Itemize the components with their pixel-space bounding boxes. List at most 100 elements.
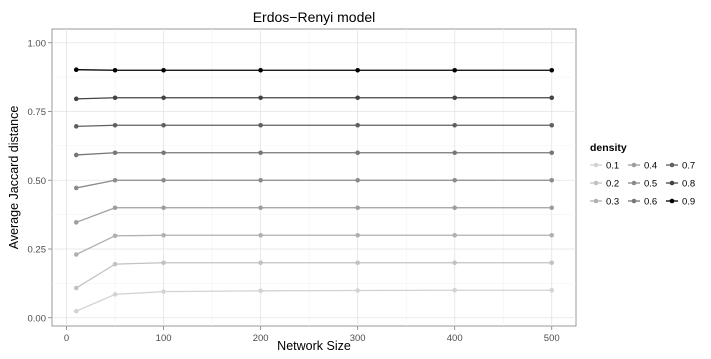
data-point <box>73 185 79 191</box>
data-point <box>549 95 555 101</box>
data-point <box>452 67 458 73</box>
legend-items: 0.1 0.2 0.3 0.4 0.5 0.6 0.7 0.8 0.9 <box>590 161 695 208</box>
plot-panel <box>51 28 577 327</box>
series-0.8 <box>73 95 555 102</box>
data-point <box>161 289 166 294</box>
legend-label: 0.3 <box>606 197 619 208</box>
legend: density 0.1 0.2 0.3 0.4 0.5 0.6 0.7 0.8 0.9 <box>590 142 695 208</box>
data-point <box>161 205 166 211</box>
legend-label: 0.4 <box>644 161 657 172</box>
legend-label: 0.5 <box>644 179 657 190</box>
y-tick-label: 0.00 <box>28 313 47 324</box>
series-0.4 <box>73 205 555 225</box>
data-point <box>452 150 458 156</box>
legend-key-point <box>669 198 675 204</box>
series-0.5 <box>73 177 555 191</box>
legend-item: 0.6 <box>628 197 657 208</box>
data-point <box>258 260 263 266</box>
series-0.6 <box>73 150 555 158</box>
x-tick-label: 300 <box>350 333 366 344</box>
legend-item: 0.8 <box>666 179 695 190</box>
data-point <box>355 95 360 101</box>
series-0.1 <box>73 287 555 314</box>
data-point <box>112 205 118 211</box>
data-point <box>355 177 360 183</box>
x-tick-label: 100 <box>156 333 172 344</box>
series-0.3 <box>73 232 555 257</box>
chart-title: Erdos−Renyi model <box>253 9 376 25</box>
x-tick-label: 500 <box>544 333 560 344</box>
x-axis-label: Network Size <box>277 339 351 353</box>
legend-key-point <box>631 180 637 186</box>
data-point <box>161 67 166 73</box>
data-point <box>73 152 79 158</box>
y-axis-label: Average Jaccard distance <box>7 106 21 250</box>
data-point <box>73 124 79 129</box>
data-point <box>355 232 360 238</box>
legend-key-point <box>669 180 675 186</box>
data-point <box>73 96 79 102</box>
data-point <box>112 122 118 128</box>
data-point <box>355 205 360 211</box>
data-point <box>355 260 360 266</box>
data-point <box>355 122 360 128</box>
data-point <box>452 95 458 101</box>
legend-item: 0.5 <box>628 179 657 190</box>
legend-item: 0.9 <box>666 197 695 208</box>
legend-label: 0.1 <box>606 161 619 172</box>
data-point <box>549 287 555 293</box>
legend-key-point <box>593 180 599 186</box>
y-tick-label: 1.00 <box>28 38 47 49</box>
data-point <box>258 95 263 101</box>
series-lines <box>73 67 555 314</box>
legend-title: density <box>590 142 627 154</box>
data-point <box>452 205 458 211</box>
data-point <box>258 288 263 294</box>
x-tick-label: 400 <box>447 333 463 344</box>
data-point <box>355 67 360 73</box>
y-tick-label: 0.50 <box>28 176 47 187</box>
series-0.2 <box>73 260 555 291</box>
legend-key-point <box>669 162 675 168</box>
legend-label: 0.9 <box>682 197 695 208</box>
legend-item: 0.4 <box>628 161 657 172</box>
data-point <box>112 177 118 183</box>
legend-key-point <box>631 198 637 204</box>
data-point <box>549 177 555 183</box>
data-point <box>73 308 79 314</box>
x-axis-ticks: 0 100 200 300 400 500 <box>64 326 560 344</box>
data-point <box>549 67 555 73</box>
y-axis-ticks: 0.00 0.25 0.50 0.75 1.00 <box>28 38 52 324</box>
data-point <box>112 261 118 267</box>
legend-label: 0.8 <box>682 179 695 190</box>
data-point <box>549 122 555 128</box>
x-tick-label: 200 <box>253 333 269 344</box>
data-point <box>258 122 263 128</box>
data-point <box>549 260 555 266</box>
data-point <box>161 177 166 183</box>
legend-key-point <box>631 162 637 168</box>
data-point <box>112 292 118 297</box>
data-point <box>452 287 458 293</box>
data-point <box>112 95 118 101</box>
data-point <box>452 177 458 183</box>
data-point <box>161 150 166 156</box>
data-point <box>73 252 79 257</box>
data-point <box>161 95 166 101</box>
data-point <box>112 233 118 239</box>
data-point <box>355 288 360 293</box>
legend-label: 0.6 <box>644 197 657 208</box>
data-point <box>258 177 263 183</box>
legend-key-point <box>593 198 599 204</box>
legend-item: 0.1 <box>590 161 619 172</box>
data-point <box>452 232 458 238</box>
data-point <box>258 150 263 156</box>
legend-key-point <box>593 162 599 168</box>
data-point <box>452 122 458 128</box>
x-tick-label: 0 <box>64 333 69 344</box>
series-line <box>76 69 552 71</box>
data-point <box>355 150 360 156</box>
y-tick-label: 0.25 <box>28 245 47 256</box>
